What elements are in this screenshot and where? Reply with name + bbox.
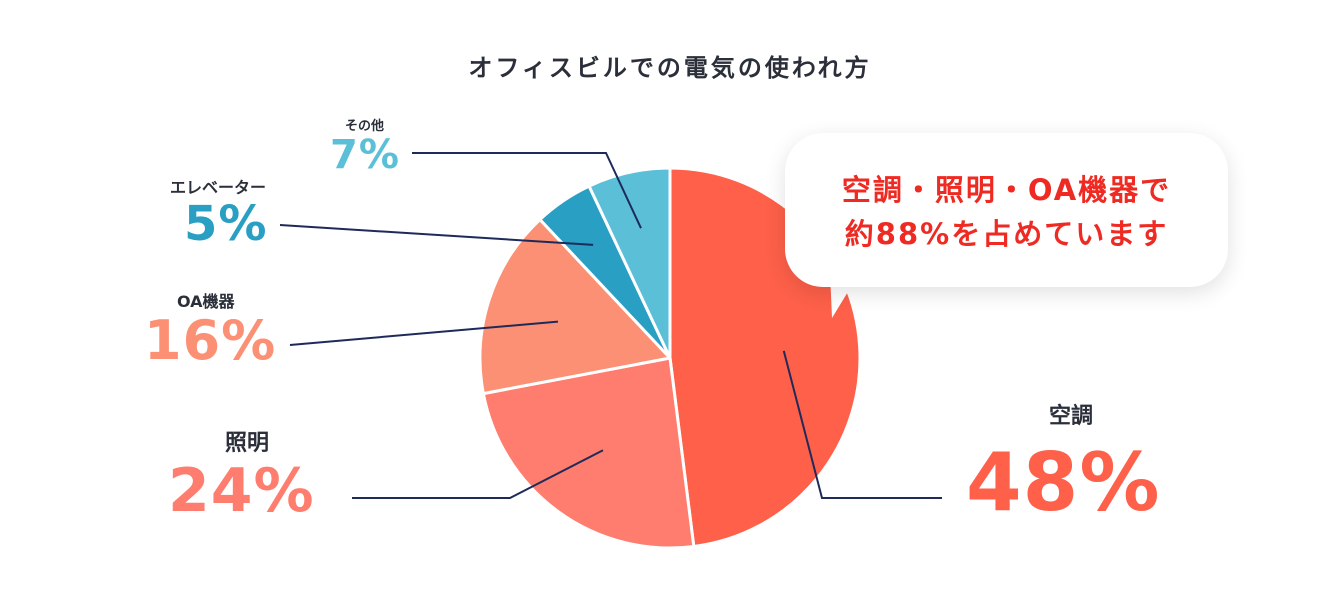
- leader-line-lighting: [352, 449, 604, 499]
- callout-line-2: 約88%を占めています: [844, 217, 1169, 251]
- label-oa-name: OA機器: [177, 292, 235, 311]
- label-aircon-value: 48%: [966, 436, 1161, 529]
- callout-text: 空調・照明・OA機器で 約88%を占めています: [785, 168, 1228, 256]
- leader-line-aircon: [782, 350, 942, 499]
- chart-title: オフィスビルでの電気の使われ方: [468, 54, 872, 82]
- leader-line-elevator: [279, 224, 594, 246]
- pie-slice-other: [587, 166, 672, 360]
- callout-bubble: [785, 133, 1228, 287]
- label-lighting-value: 24%: [168, 456, 315, 526]
- label-other-value: 7%: [330, 132, 400, 178]
- leader-line-other: [412, 152, 642, 229]
- callout-line-1: 空調・照明・OA機器で: [841, 173, 1172, 207]
- label-lighting-name: 照明: [225, 431, 270, 456]
- pie-slice-oa: [478, 217, 672, 396]
- leader-line-oa: [289, 320, 559, 346]
- label-other-name: その他: [345, 119, 385, 134]
- label-elevator-name: エレベーター: [170, 178, 267, 197]
- pie-slice-lighting: [481, 356, 696, 550]
- label-aircon-name: 空調: [1049, 404, 1094, 429]
- label-elevator-value: 5%: [184, 196, 268, 252]
- label-oa-value: 16%: [144, 309, 277, 372]
